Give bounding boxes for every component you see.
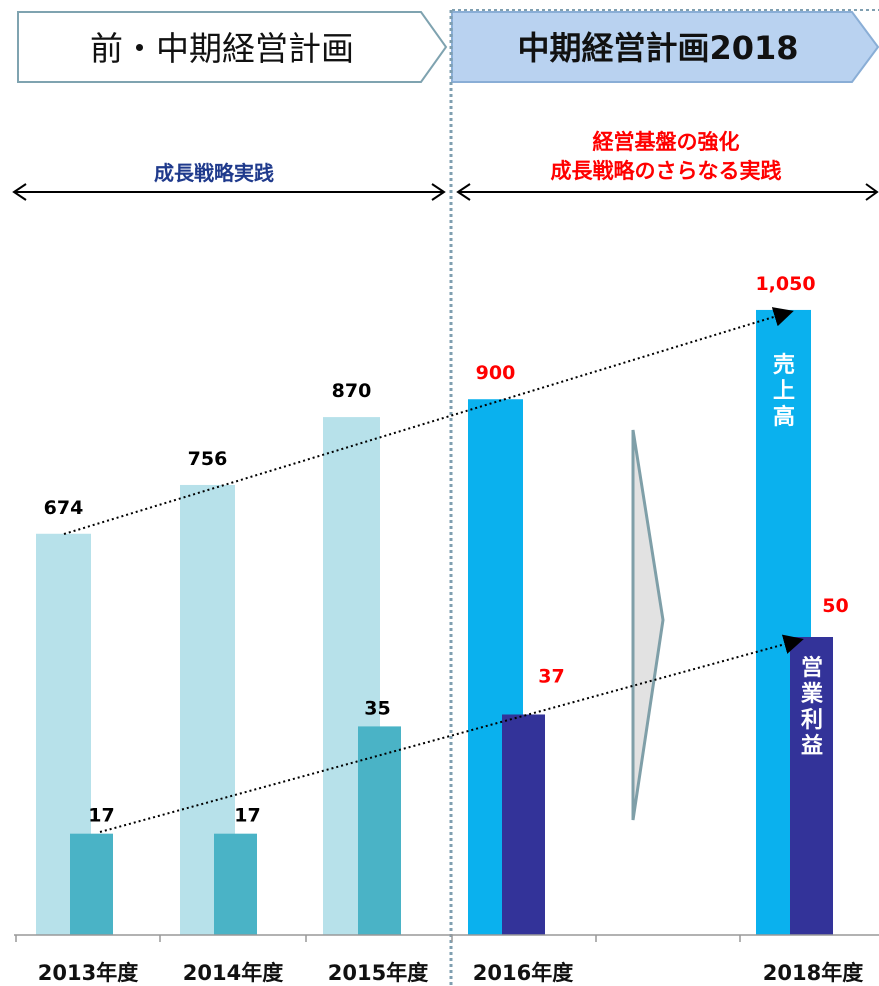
transition-arrow-icon (631, 429, 665, 821)
profit-bar (70, 833, 113, 935)
phase-right-label-1: 経営基盤の強化 (593, 130, 740, 154)
vertical-char: 上 (773, 379, 795, 404)
phase-right-label-2: 成長戦略のさらなる実践 (551, 159, 782, 183)
vertical-char: 利 (801, 708, 823, 733)
sales-value-label: 756 (188, 448, 228, 470)
x-tick-label: 2015年度 (328, 961, 428, 985)
sales-trend-arrow (63, 307, 794, 535)
vertical-char: 売 (773, 352, 795, 378)
sales-vertical-label: 売上高 (773, 352, 795, 430)
header-left-title: 前・中期経営計画 (90, 29, 354, 68)
sales-value-label: 870 (332, 380, 372, 402)
x-tick-label: 2016年度 (473, 961, 573, 985)
phase-arrow-right (456, 183, 879, 201)
phase-arrow-left (12, 183, 446, 201)
phase-left-label: 成長戦略実践 (154, 161, 274, 185)
profit-value-label: 35 (364, 697, 390, 719)
x-tick-label: 2014年度 (183, 961, 283, 985)
profit-value-label: 17 (88, 805, 114, 827)
profit-bar (502, 714, 545, 935)
profit-bar (214, 833, 257, 935)
header-right-title: 中期経営計画2018 (517, 29, 798, 67)
profit-bar (358, 726, 401, 935)
sales-value-label: 1,050 (755, 273, 815, 295)
vertical-char: 高 (773, 404, 795, 430)
vertical-char: 営 (801, 655, 823, 681)
profit-value-label: 17 (234, 805, 260, 827)
vertical-char: 業 (801, 682, 824, 707)
x-tick-label: 2018年度 (763, 961, 863, 985)
vertical-char: 益 (801, 733, 823, 759)
profit-value-label: 50 (822, 595, 848, 617)
sales-value-label: 900 (476, 362, 516, 384)
header-left-box (17, 11, 448, 83)
profit-value-label: 37 (538, 665, 564, 687)
profit-trend-arrow (99, 634, 804, 833)
x-tick-label: 2013年度 (38, 961, 138, 985)
profit-bar (790, 637, 833, 935)
sales-value-label: 674 (44, 497, 84, 519)
